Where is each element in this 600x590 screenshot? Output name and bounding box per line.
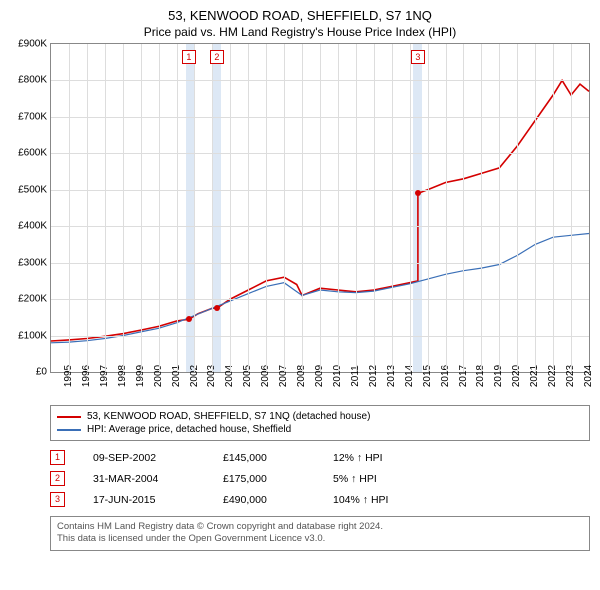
gridline-v xyxy=(141,44,142,372)
sales-row-date: 31-MAR-2004 xyxy=(93,473,223,485)
gridline-v xyxy=(248,44,249,372)
gridline-v xyxy=(446,44,447,372)
sale-marker: 2 xyxy=(210,50,224,64)
gridline-v xyxy=(230,44,231,372)
page-title: 53, KENWOOD ROAD, SHEFFIELD, S7 1NQ xyxy=(0,0,600,23)
ytick-label: £100K xyxy=(18,330,47,341)
gridline-v xyxy=(212,44,213,372)
gridline-v xyxy=(284,44,285,372)
ytick-label: £200K xyxy=(18,294,47,305)
sales-row-num: 2 xyxy=(50,471,65,486)
gridline-v xyxy=(302,44,303,372)
sale-marker: 1 xyxy=(182,50,196,64)
sales-row-pct: 12% ↑ HPI xyxy=(333,452,433,464)
gridline-v xyxy=(87,44,88,372)
gridline-v xyxy=(517,44,518,372)
ytick-label: £400K xyxy=(18,221,47,232)
footer-line-1: Contains HM Land Registry data © Crown c… xyxy=(57,521,583,533)
sales-row-date: 17-JUN-2015 xyxy=(93,494,223,506)
gridline-v xyxy=(463,44,464,372)
ytick-label: £300K xyxy=(18,257,47,268)
gridline-v xyxy=(123,44,124,372)
sales-row-num: 3 xyxy=(50,492,65,507)
sales-row-pct: 104% ↑ HPI xyxy=(333,494,433,506)
legend-label: HPI: Average price, detached house, Shef… xyxy=(87,424,291,435)
page: 53, KENWOOD ROAD, SHEFFIELD, S7 1NQ Pric… xyxy=(0,0,600,590)
gridline-v xyxy=(571,44,572,372)
footer-line-2: This data is licensed under the Open Gov… xyxy=(57,533,583,545)
page-subtitle: Price paid vs. HM Land Registry's House … xyxy=(0,23,600,43)
gridline-v xyxy=(392,44,393,372)
gridline-v xyxy=(481,44,482,372)
sales-row: 3 17-JUN-2015£490,000104% ↑ HPI xyxy=(50,489,590,510)
legend-label: 53, KENWOOD ROAD, SHEFFIELD, S7 1NQ (det… xyxy=(87,411,370,422)
ytick-label: £500K xyxy=(18,184,47,195)
sales-row-price: £175,000 xyxy=(223,473,333,485)
gridline-v xyxy=(499,44,500,372)
gridline-v xyxy=(320,44,321,372)
gridline-v xyxy=(69,44,70,372)
gridline-v xyxy=(194,44,195,372)
gridline-v xyxy=(374,44,375,372)
gridline-v xyxy=(177,44,178,372)
sales-row-price: £145,000 xyxy=(223,452,333,464)
sales-row-price: £490,000 xyxy=(223,494,333,506)
xtick-label: 2025 xyxy=(589,365,600,387)
sale-marker: 3 xyxy=(411,50,425,64)
legend-swatch xyxy=(57,429,81,431)
gridline-v xyxy=(428,44,429,372)
gridline-v xyxy=(159,44,160,372)
gridline-v xyxy=(553,44,554,372)
sales-table: 1 09-SEP-2002£145,00012% ↑ HPI 2 31-MAR-200… xyxy=(50,447,590,510)
ytick-label: £900K xyxy=(18,39,47,50)
ytick-label: £0 xyxy=(36,367,47,378)
gridline-v xyxy=(356,44,357,372)
footer-attribution: Contains HM Land Registry data © Crown c… xyxy=(50,516,590,551)
sale-dot xyxy=(214,305,220,311)
ytick-label: £700K xyxy=(18,111,47,122)
sales-row-pct: 5% ↑ HPI xyxy=(333,473,433,485)
sale-dot xyxy=(186,316,192,322)
legend-row: HPI: Average price, detached house, Shef… xyxy=(57,423,583,436)
sales-row: 2 31-MAR-2004£175,0005% ↑ HPI xyxy=(50,468,590,489)
sales-row-num: 1 xyxy=(50,450,65,465)
legend-swatch xyxy=(57,416,81,418)
price-chart: £0£100K£200K£300K£400K£500K£600K£700K£80… xyxy=(50,43,590,373)
gridline-v xyxy=(410,44,411,372)
sale-dot xyxy=(415,190,421,196)
ytick-label: £600K xyxy=(18,148,47,159)
sales-row: 1 09-SEP-2002£145,00012% ↑ HPI xyxy=(50,447,590,468)
legend: 53, KENWOOD ROAD, SHEFFIELD, S7 1NQ (det… xyxy=(50,405,590,441)
gridline-v xyxy=(266,44,267,372)
ytick-label: £800K xyxy=(18,75,47,86)
gridline-v xyxy=(338,44,339,372)
legend-row: 53, KENWOOD ROAD, SHEFFIELD, S7 1NQ (det… xyxy=(57,410,583,423)
sales-row-date: 09-SEP-2002 xyxy=(93,452,223,464)
gridline-v xyxy=(105,44,106,372)
gridline-v xyxy=(535,44,536,372)
